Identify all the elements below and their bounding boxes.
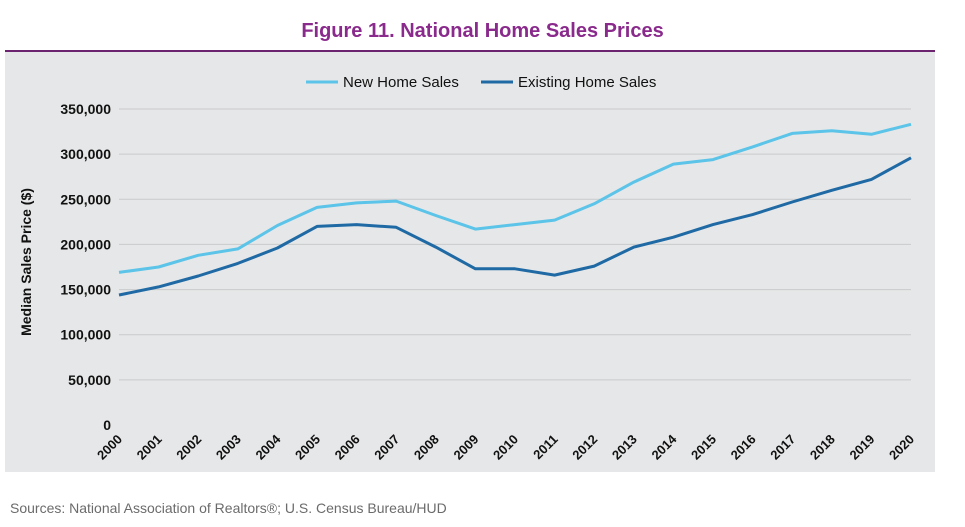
x-tick-label: 2019 [846,432,877,463]
x-tick-label: 2016 [728,432,759,463]
x-tick-label: 2002 [173,432,204,463]
x-axis-ticks: 2000 2001 2002 2003 2004 2005 2006 2007 2008 2009… [94,431,917,463]
y-axis-label: Median Sales Price ($) [18,188,34,336]
x-tick-label: 2005 [292,432,323,463]
x-tick-label: 2020 [886,432,917,463]
x-tick-label: 2013 [609,432,640,463]
y-axis-ticks: 0 50,000 100,000 150,000 200,000 250,000 300,0… [60,101,111,433]
legend-label: Existing Home Sales [518,74,656,91]
y-tick-label: 50,000 [68,372,111,388]
legend-label: New Home Sales [343,74,459,91]
x-tick-label: 2000 [94,432,125,463]
new-home-sales-line [118,122,912,274]
x-tick-label: 2006 [332,432,363,463]
title-divider [5,50,935,52]
chart-title: Figure 11. National Home Sales Prices [301,20,664,42]
x-tick-label: 2007 [371,432,402,463]
x-tick-label: 2018 [807,432,838,463]
y-tick-label: 350,000 [60,101,111,117]
x-tick-label: 2009 [450,432,481,463]
x-tick-label: 2004 [252,431,284,463]
x-tick-label: 2012 [569,432,600,463]
x-tick-label: 2014 [648,431,680,463]
x-tick-label: 2011 [530,432,561,463]
x-tick-label: 2010 [490,432,521,463]
y-tick-label: 300,000 [60,146,111,162]
plot-panel [5,52,935,472]
x-tick-label: 2003 [213,432,244,463]
y-tick-label: 0 [103,417,111,433]
legend: New Home Sales Existing Home Sales [306,74,656,91]
x-tick-label: 2008 [411,432,442,463]
y-tick-label: 200,000 [60,236,111,252]
source-note: Sources: National Association of Realtor… [10,500,447,516]
gridlines [119,108,911,381]
y-tick-label: 250,000 [60,191,111,207]
y-tick-label: 150,000 [60,282,111,298]
x-tick-label: 2015 [688,432,719,463]
series-lines [118,122,912,297]
y-tick-label: 100,000 [60,327,111,343]
existing-home-sales-line [118,156,912,297]
x-tick-label: 2001 [134,432,165,463]
x-tick-label: 2017 [767,432,798,463]
